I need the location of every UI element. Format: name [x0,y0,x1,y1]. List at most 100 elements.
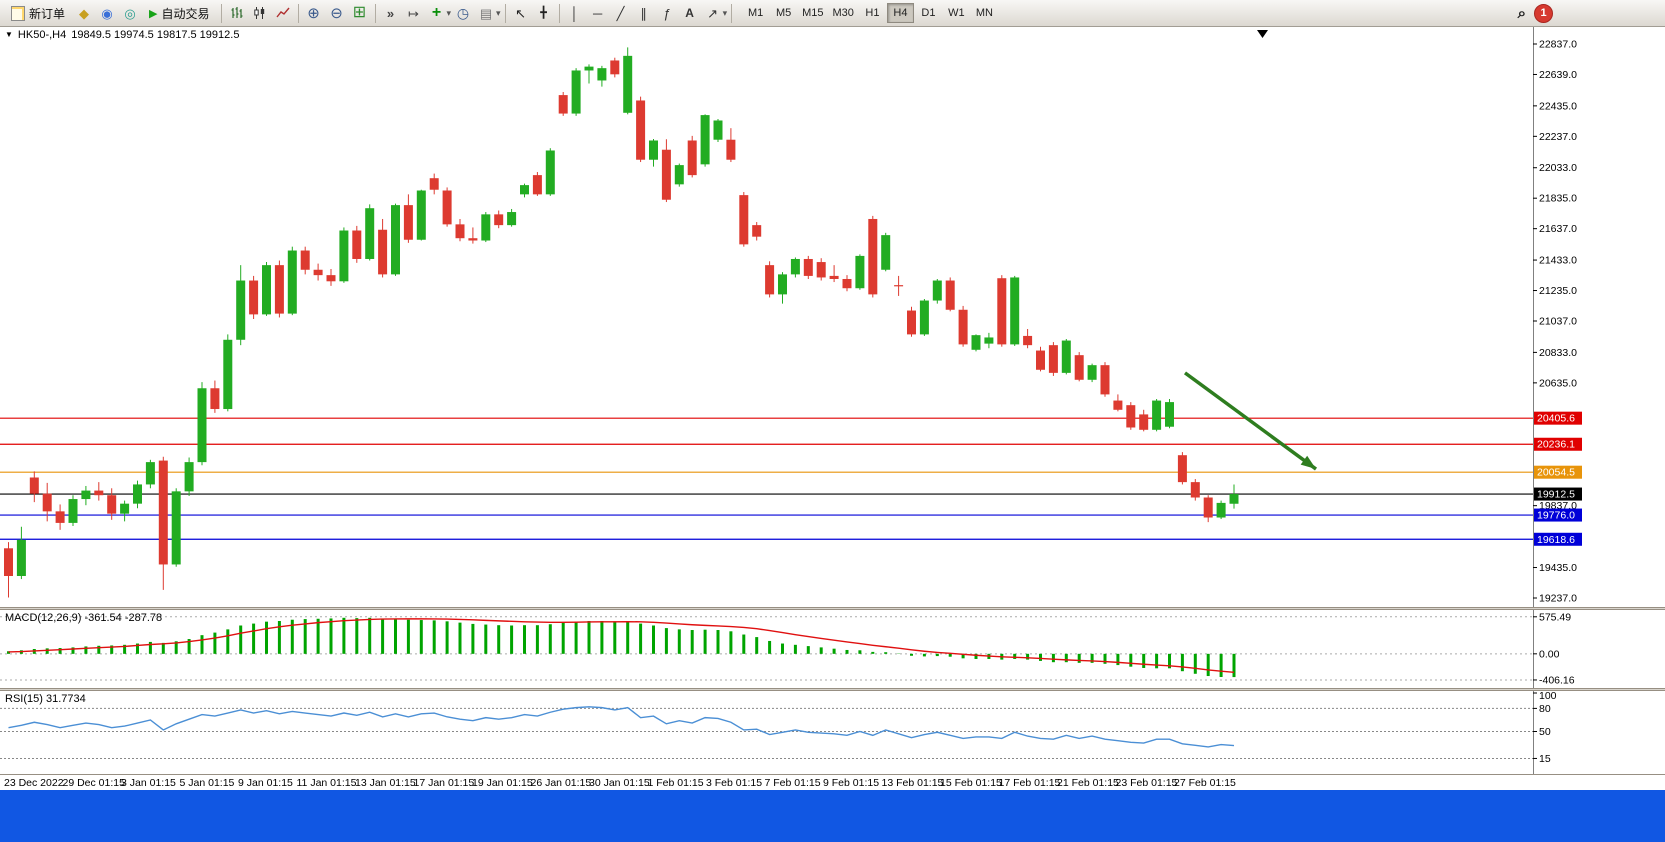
macd-panel: MACD(12,26,9) -361.54 -287.78 575.49 0.00… [0,610,1665,688]
candle-body [752,225,762,237]
periods-icon[interactable]: ◷ [456,5,470,21]
candle-body [494,214,504,226]
candle-body [16,539,26,576]
templates-icon[interactable]: ▤ [479,5,493,21]
candle-body [416,190,426,240]
candle-body [352,230,362,259]
line-chart-icon[interactable] [272,2,294,24]
timeframe-button-m1[interactable]: M1 [742,3,769,23]
timeframe-button-d1[interactable]: D1 [915,3,942,23]
time-axis-label: 1 Feb 01:15 [647,777,704,789]
vertical-line-tool-icon[interactable]: │ [570,5,579,21]
channel-tool-icon[interactable]: ∥ [640,5,647,21]
symbol-period-text: HK50-,H4 [17,29,67,41]
community-icon[interactable]: ◎ [124,5,136,21]
panel-divider[interactable] [0,688,1665,691]
auto-scroll-icon[interactable]: » [386,5,395,21]
cursor-icon[interactable]: ↖ [515,5,527,21]
rsi-line [8,706,1235,748]
ohlc-readout: 19849.5 19974.5 19817.5 19912.5 [71,29,240,41]
gold-icon[interactable]: ◆ [79,5,90,21]
timeframe-button-m30[interactable]: M30 [829,3,858,23]
main-chart-canvas[interactable]: 22837.0 22639.0 22435.0 22237.0 22033.0 21835… [0,27,1665,607]
time-axis-label: 5 Jan 01:15 [179,777,235,789]
candle-body [881,235,891,270]
taskbar[interactable] [0,790,1665,842]
timeframe-button-m15[interactable]: M15 [798,3,827,23]
candle-body [42,493,52,512]
candle-body [94,490,104,496]
auto-trading-button[interactable]: ▶ 自动交易 [142,2,216,24]
candle-body [816,262,826,278]
panel-divider[interactable] [0,607,1665,610]
chart-shift-icon[interactable]: ↦ [408,5,419,21]
candle-body [442,190,452,225]
macd-canvas[interactable]: 575.49 0.00 -406.16 [0,610,1665,688]
candle-body [584,66,594,71]
candle-body [907,310,916,335]
timeframe-button-h1[interactable]: H1 [859,3,886,23]
price-tick-label: 20833.0 [1539,347,1577,359]
candle-body [739,195,749,245]
chart-shift-marker[interactable] [1257,30,1268,38]
candle-body [158,460,168,565]
notification-badge[interactable]: 1 [1534,3,1553,23]
arrows-dropdown-icon[interactable]: ▾ [722,7,728,18]
candle-body [429,178,439,190]
price-tick-label: 22639.0 [1539,69,1577,81]
arrows-tool-icon[interactable]: ↗ [707,5,719,21]
time-axis[interactable]: 23 Dec 2022 29 Dec 01:15 3 Jan 01:15 5 Jan … [0,774,1665,790]
templates-dropdown-icon[interactable]: ▾ [496,7,501,18]
time-axis-label: 23 Dec 2022 [4,777,64,789]
crosshair-icon[interactable]: ╋ [540,6,547,19]
zoom-in-icon[interactable]: ⊕ [307,4,320,22]
timeframe-button-m5[interactable]: M5 [770,3,797,23]
fibonacci-tool-icon[interactable]: ƒ [662,5,671,21]
search-icon[interactable]: ⌕ [1517,4,1526,22]
trend-arrow-object[interactable] [1183,371,1318,471]
timeframe-button-h4[interactable]: H4 [886,3,914,23]
trendline-tool-icon[interactable]: ╱ [616,5,625,21]
price-tag [1534,487,1582,501]
time-axis-label: 17 Feb 01:15 [998,777,1061,789]
price-tick-label: 19435.0 [1539,562,1577,574]
horizontal-line-tool-icon[interactable]: ─ [592,5,603,21]
candle-body [687,140,697,176]
candle-body [1061,340,1071,373]
candlestick-chart-icon[interactable] [249,2,271,24]
candle-body [1216,502,1226,518]
candle-body [700,115,710,165]
time-axis-label: 21 Feb 01:15 [1057,777,1119,789]
toolbar: 新订单 ◆ ◉ ◎ ▶ 自动交易 ⊕ ⊖ ⊞ » ↦ + ▾ ◷ ▤ ▾ ↖ ╋… [0,0,1665,27]
candle-body [55,511,65,523]
macd-signal-line [8,618,1235,674]
trend-arrow-head[interactable] [1300,455,1316,470]
timeframe-button-w1[interactable]: W1 [943,3,970,23]
timeframe-button-mn[interactable]: MN [971,3,998,23]
one-click-trading-toggle[interactable]: ▼ [5,30,13,39]
time-axis-label: 7 Feb 01:15 [764,777,821,789]
candle-body [133,484,142,504]
new-order-button[interactable]: 新订单 [4,2,72,24]
candle-body [481,214,491,241]
zoom-out-icon[interactable]: ⊖ [330,4,343,22]
candle-body [636,100,646,160]
indicators-dropdown-icon[interactable]: ▾ [446,7,452,18]
price-tick-label: 21037.0 [1539,316,1577,328]
candle-body [120,503,130,514]
tile-windows-icon[interactable]: ⊞ [352,4,367,21]
indicators-icon[interactable]: + [431,4,442,21]
candle-body [300,250,310,270]
price-tag [1534,437,1582,451]
profiles-icon[interactable]: ◉ [101,5,113,21]
toolbar-separator [731,3,733,23]
candle-body [778,274,787,295]
text-tool-icon[interactable]: A [685,6,694,20]
price-tag-label: 19776.0 [1537,510,1575,522]
time-axis-label: 19 Jan 01:15 [472,777,533,789]
candle-body [1023,335,1033,346]
candle-body [171,491,181,565]
price-tag [1534,508,1582,522]
bar-chart-icon[interactable] [226,2,248,24]
